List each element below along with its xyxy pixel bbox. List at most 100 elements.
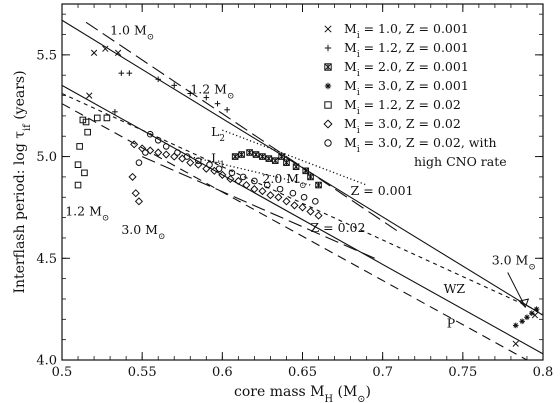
fit-line-short-dash bbox=[61, 93, 544, 314]
data-point-square bbox=[81, 169, 88, 177]
data-point-x-stroke bbox=[86, 92, 93, 99]
data-point-circle bbox=[135, 159, 143, 166]
data-point-square bbox=[76, 143, 83, 150]
x-tick-label: 0.65 bbox=[288, 365, 317, 380]
data-point-star-stroke bbox=[534, 306, 539, 312]
legend-marker-star-stroke bbox=[325, 83, 331, 89]
data-point-x-stroke bbox=[90, 49, 98, 56]
data-point-starbox bbox=[315, 181, 322, 189]
annotation-label: 1.0 M⊙ bbox=[110, 23, 154, 43]
data-point-circle bbox=[154, 136, 162, 144]
data-point-diamond bbox=[266, 191, 275, 200]
legend-marker-square bbox=[324, 101, 332, 109]
y-tick-label: 5.0 bbox=[36, 150, 57, 165]
data-point-x-stroke bbox=[102, 45, 109, 52]
data-point-x-stroke bbox=[114, 49, 122, 56]
data-point-diamond bbox=[186, 158, 195, 167]
data-point-plus bbox=[112, 109, 118, 115]
x-tick-label: 0.6 bbox=[212, 365, 233, 380]
data-point-plus bbox=[203, 94, 210, 101]
data-point-square bbox=[74, 181, 82, 189]
x-tick-label: 0.5 bbox=[52, 365, 73, 380]
data-point-star bbox=[524, 314, 530, 321]
data-point-circle bbox=[239, 173, 247, 181]
data-point-circle bbox=[206, 161, 213, 169]
fit-line-long-dash bbox=[85, 21, 400, 233]
data-point-plus bbox=[171, 82, 178, 89]
data-point-square bbox=[103, 114, 111, 122]
data-point-circle bbox=[162, 143, 170, 150]
data-point-diamond bbox=[234, 176, 243, 186]
data-point-diamond bbox=[146, 146, 155, 155]
data-point-circle bbox=[142, 149, 149, 156]
data-point-diamond bbox=[258, 187, 267, 196]
annotation-label: Z = 0.02 bbox=[311, 220, 366, 235]
legend-marker-star bbox=[324, 82, 332, 90]
data-point-diamond bbox=[170, 152, 179, 161]
data-point-star-stroke bbox=[524, 314, 530, 320]
data-point-star-stroke bbox=[519, 319, 525, 324]
data-point-circle bbox=[228, 169, 236, 177]
data-point-x bbox=[90, 49, 98, 56]
data-point-circle bbox=[215, 165, 223, 173]
data-point-diamond bbox=[250, 185, 259, 194]
data-point-diamond bbox=[242, 180, 251, 190]
data-point-plus bbox=[187, 90, 194, 97]
x-axis-title: core mass MH (M⊙) bbox=[234, 384, 371, 403]
legend-label: Mi = 1.2, Z = 0.02 bbox=[344, 97, 461, 117]
data-point-star-stroke bbox=[529, 310, 535, 316]
data-point-diamond bbox=[314, 211, 323, 220]
data-point-x-stroke bbox=[531, 312, 539, 319]
legend-marker-x bbox=[324, 25, 332, 33]
data-point-x bbox=[114, 49, 122, 56]
legend-label: Mi = 1.0, Z = 0.001 bbox=[344, 21, 469, 41]
legend-marker-starbox bbox=[324, 63, 332, 71]
annotation-arrow bbox=[507, 272, 526, 308]
fit-line-solid bbox=[61, 84, 544, 355]
data-point-diamond bbox=[194, 160, 203, 169]
annotation-label: L1 bbox=[211, 151, 225, 171]
data-point-starbox bbox=[231, 153, 239, 160]
y-tick-label: 4.0 bbox=[36, 354, 57, 369]
annotation-label: 2.0 M⊙ bbox=[262, 171, 306, 191]
annotation-label: L2 bbox=[211, 124, 225, 144]
data-point-circle bbox=[312, 198, 319, 205]
data-point-diamond bbox=[282, 197, 291, 206]
data-point-square bbox=[82, 118, 90, 126]
data-point-x bbox=[512, 340, 519, 347]
legend-label: Mi = 3.0, Z = 0.001 bbox=[344, 78, 469, 98]
fit-line-long-dash bbox=[141, 156, 375, 259]
fit-lines bbox=[61, 19, 544, 361]
data-points bbox=[74, 45, 540, 347]
data-point-circle bbox=[300, 193, 308, 201]
y-tick-label: 4.5 bbox=[36, 252, 57, 267]
legend-label: Mi = 2.0, Z = 0.001 bbox=[344, 59, 469, 79]
data-point-circle bbox=[146, 130, 154, 138]
data-point-diamond bbox=[218, 170, 227, 179]
data-point-diamond bbox=[162, 150, 171, 159]
data-point-star bbox=[533, 306, 540, 312]
data-point-x bbox=[102, 45, 109, 52]
data-point-plus bbox=[214, 100, 221, 107]
data-point-x-stroke bbox=[512, 340, 519, 347]
data-point-diamond bbox=[128, 172, 137, 181]
annotation-label: 3.0 M⊙ bbox=[121, 222, 165, 242]
data-point-diamond bbox=[131, 189, 140, 198]
data-point-diamond bbox=[298, 203, 307, 212]
data-point-plus bbox=[118, 70, 125, 76]
annotation-label: 1.2 M⊙ bbox=[65, 204, 109, 224]
data-point-star bbox=[528, 310, 535, 317]
x-tick-label: 0.75 bbox=[448, 365, 477, 380]
data-point-plus bbox=[126, 70, 133, 76]
data-point-diamond bbox=[274, 193, 283, 202]
data-point-square bbox=[93, 114, 101, 122]
fit-line-dash bbox=[61, 103, 528, 361]
data-point-starbox bbox=[259, 153, 266, 160]
data-point-starbox bbox=[252, 151, 260, 158]
data-point-circle bbox=[263, 181, 271, 189]
legend-label: high CNO rate bbox=[414, 154, 507, 169]
data-point-diamond bbox=[226, 174, 235, 184]
legend-marker-plus bbox=[324, 44, 332, 52]
